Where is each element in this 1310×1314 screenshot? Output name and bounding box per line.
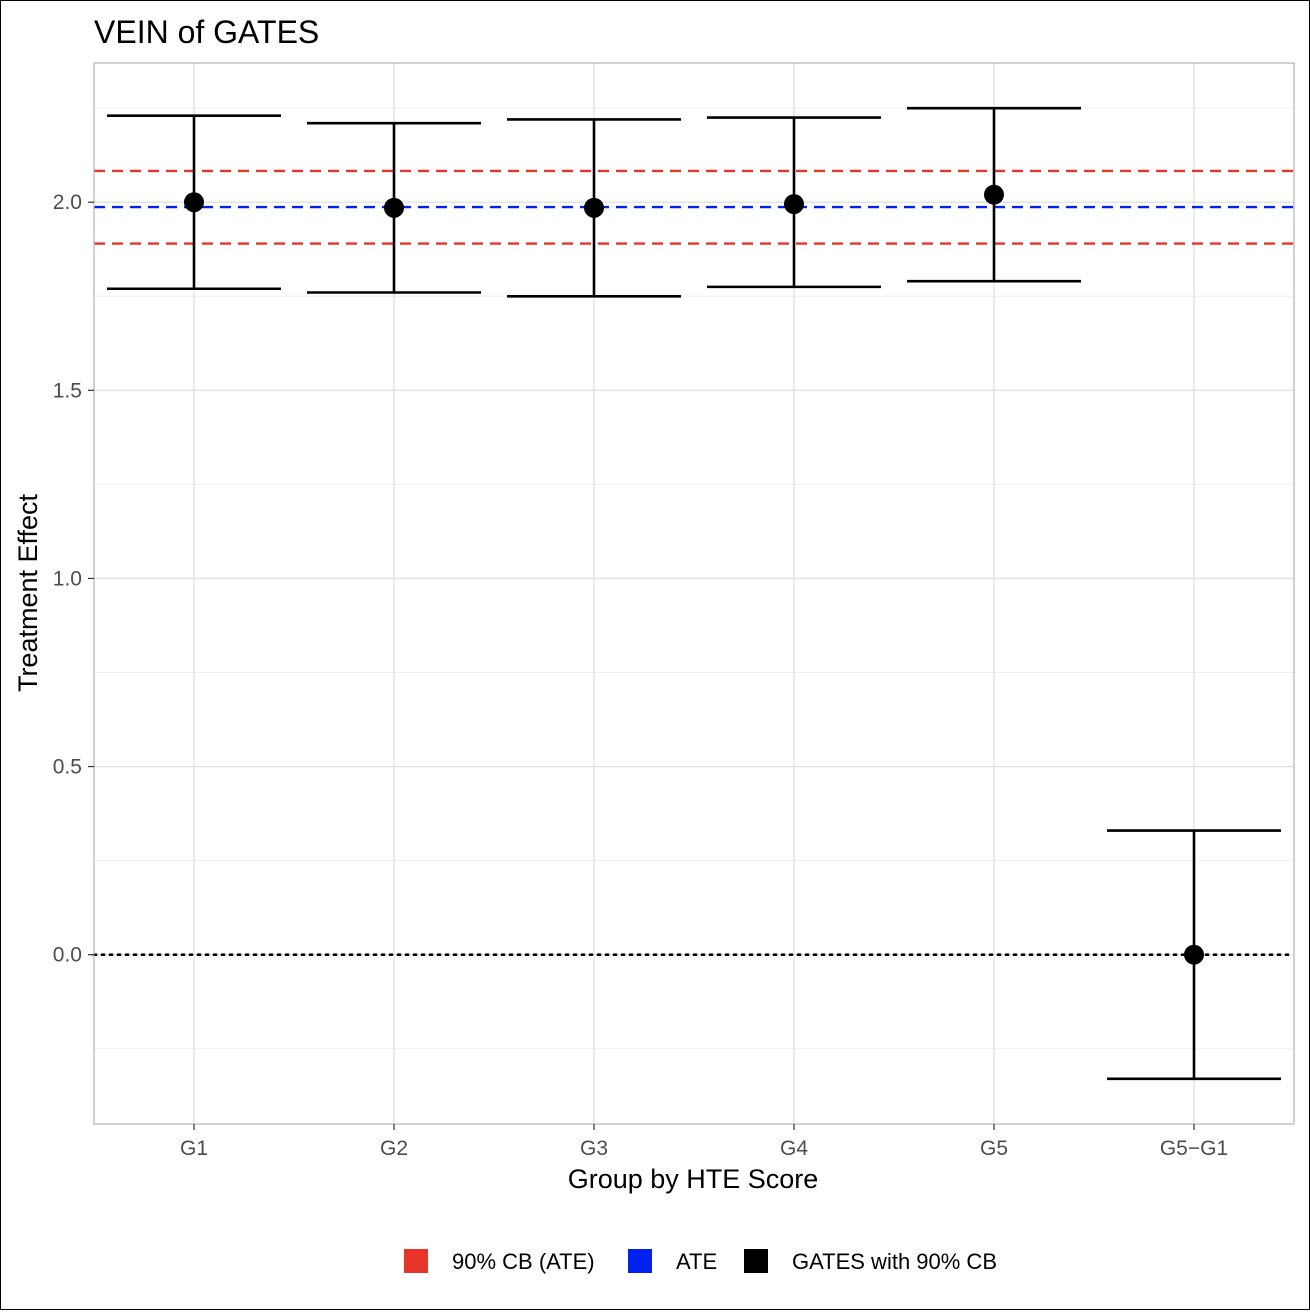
y-axis-ticks: 0.0 0.5 1.0 1.5 2.0 [53,191,94,967]
point-estimate [784,194,804,215]
x-axis-ticks: G1 G2 G3 G4 G5 G5−G1 [180,1124,1228,1160]
grid-minor [94,107,1294,1050]
legend: 90% CB (ATE) ATE GATES with 90% CB [404,1249,997,1274]
legend-label: ATE [676,1249,717,1274]
point-estimate [184,192,204,213]
grid-major [94,63,1294,1124]
point-estimate [584,197,604,218]
y-tick-label: 1.5 [53,379,82,402]
legend-label: 90% CB (ATE) [452,1249,595,1274]
x-tick-label: G5−G1 [1160,1137,1228,1160]
x-tick-label: G4 [780,1137,808,1160]
point-estimate [384,197,404,218]
x-tick-label: G1 [180,1137,208,1160]
x-tick-label: G5 [980,1137,1008,1160]
y-tick-label: 2.0 [53,191,82,214]
error-bars [107,106,1281,1081]
legend-swatch [404,1249,428,1273]
chart-title: VEIN of GATES [94,14,319,50]
point-estimate [984,184,1004,205]
x-axis-title: Group by HTE Score [568,1164,819,1194]
y-tick-label: 0.0 [53,944,82,967]
legend-swatch [744,1249,768,1273]
plot-panel-border [93,62,1295,1125]
point-estimate [1184,944,1204,965]
y-tick-label: 0.5 [53,756,82,779]
reference-lines [92,169,1296,956]
legend-swatch [628,1249,652,1273]
y-axis-title: Treatment Effect [13,493,43,692]
x-tick-label: G3 [580,1137,608,1160]
x-tick-label: G2 [380,1137,408,1160]
y-tick-label: 1.0 [53,567,82,590]
legend-label: GATES with 90% CB [792,1249,997,1274]
point-estimates [184,184,1204,965]
